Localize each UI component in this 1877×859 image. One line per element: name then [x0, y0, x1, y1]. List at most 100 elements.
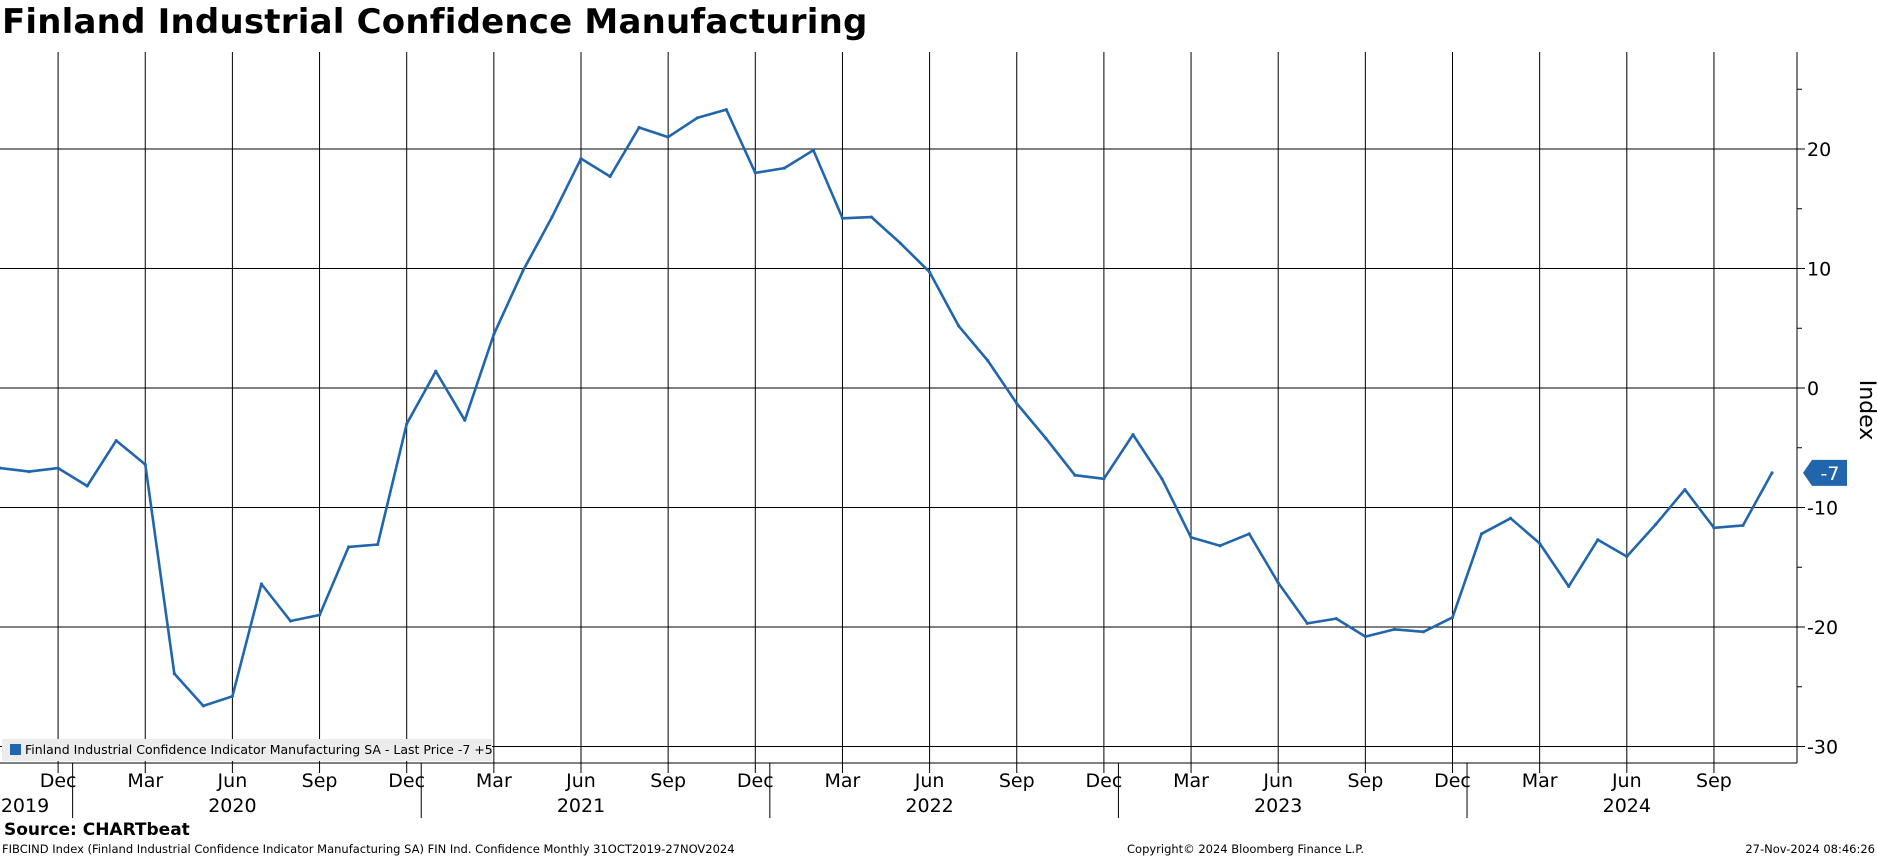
footer-index-info: FIBCIND Index (Finland Industrial Confid…: [2, 842, 735, 856]
data-point: [1102, 477, 1106, 481]
data-point: [172, 672, 176, 676]
data-point: [1509, 516, 1513, 520]
y-tick-label: 20: [1807, 139, 1831, 161]
y-tick-label: -30: [1807, 737, 1838, 759]
data-point: [898, 241, 903, 246]
data-point: [1625, 554, 1629, 559]
y-axis-title: Index: [1854, 380, 1877, 441]
data-point: [27, 470, 31, 474]
data-point: [608, 174, 612, 179]
data-point: [1189, 535, 1193, 539]
data-point: [1654, 522, 1658, 526]
x-year-label: 2022: [905, 795, 953, 817]
data-point: [1392, 627, 1396, 631]
data-point: [114, 438, 118, 443]
x-month-label: Dec: [1086, 770, 1123, 792]
data-point: [1770, 471, 1774, 475]
data-point: [259, 582, 264, 586]
last-value-label: -7: [1821, 463, 1840, 485]
x-month-label: Sep: [1696, 770, 1732, 792]
x-year-label: 2021: [557, 795, 605, 817]
data-point: [405, 422, 409, 426]
data-point: [317, 613, 322, 617]
data-point: [957, 324, 961, 328]
x-month-label: Sep: [302, 770, 338, 792]
x-month-label: Jun: [1611, 770, 1642, 792]
x-year-label: 2019: [1, 795, 49, 817]
data-point: [376, 542, 380, 547]
data-point: [986, 358, 990, 363]
legend-text: Finland Industrial Confidence Indicator …: [25, 742, 493, 757]
data-point: [492, 332, 496, 336]
x-month-label: Mar: [127, 770, 163, 792]
x-month-label: Jun: [565, 770, 596, 792]
x-month-label: Mar: [825, 770, 861, 792]
data-point: [782, 166, 786, 170]
data-point: [1683, 487, 1687, 492]
x-month-label: Sep: [999, 770, 1035, 792]
data-point: [1479, 532, 1484, 536]
data-point: [840, 216, 845, 220]
data-point: [1305, 621, 1309, 626]
data-point: [579, 156, 583, 161]
data-point: [1073, 473, 1077, 477]
x-year-label: 2024: [1603, 795, 1651, 817]
data-point: [1247, 532, 1251, 536]
data-point: [1421, 630, 1426, 634]
legend-swatch: [10, 744, 21, 755]
x-month-label: Dec: [388, 770, 425, 792]
data-point: [1218, 544, 1222, 548]
data-point: [666, 135, 670, 139]
x-month-label: Mar: [1522, 770, 1558, 792]
data-point: [869, 215, 874, 219]
x-month-label: Dec: [737, 770, 774, 792]
data-point: [288, 619, 293, 623]
y-tick-label: -20: [1807, 617, 1838, 639]
data-point: [0, 466, 2, 470]
x-year-label: 2023: [1254, 795, 1302, 817]
data-point: [928, 270, 932, 274]
chart-title: Finland Industrial Confidence Manufactur…: [2, 2, 868, 42]
data-point: [1596, 538, 1600, 542]
footer-timestamp: 27-Nov-2024 08:46:26: [1745, 842, 1875, 856]
x-year-label: 2020: [208, 795, 256, 817]
y-tick-label: 10: [1807, 259, 1831, 281]
data-point: [550, 215, 554, 219]
data-point: [347, 545, 351, 549]
data-point: [1741, 523, 1745, 528]
data-point: [521, 269, 525, 273]
data-point: [1276, 581, 1280, 585]
data-point: [56, 466, 60, 470]
data-point: [637, 125, 641, 130]
data-point: [753, 171, 757, 175]
x-month-label: Jun: [1262, 770, 1293, 792]
data-point: [1712, 526, 1716, 530]
x-month-label: Jun: [217, 770, 248, 792]
data-point: [1363, 634, 1367, 639]
series-line: [0, 108, 1774, 708]
data-point: [1334, 617, 1338, 621]
data-point: [1538, 541, 1542, 545]
data-point: [201, 704, 205, 708]
data-point: [1131, 433, 1135, 437]
x-month-label: Dec: [40, 770, 77, 792]
x-month-label: Jun: [914, 770, 945, 792]
y-tick-label: 0: [1807, 378, 1819, 400]
x-month-label: Dec: [1434, 770, 1471, 792]
x-month-label: Sep: [650, 770, 686, 792]
data-point: [1015, 401, 1019, 406]
data-point: [1044, 436, 1048, 440]
data-point: [85, 484, 89, 488]
x-month-label: Mar: [476, 770, 512, 792]
data-point: [434, 369, 438, 373]
y-tick-label: -10: [1807, 498, 1838, 520]
data-point: [230, 694, 234, 698]
data-point: [143, 462, 147, 467]
x-month-label: Mar: [1173, 770, 1209, 792]
data-point: [1450, 615, 1455, 620]
last-value-badge: [1803, 459, 1847, 486]
source-label: Source: CHARTbeat: [4, 820, 190, 840]
data-point: [1160, 477, 1164, 481]
data-point: [724, 107, 728, 112]
